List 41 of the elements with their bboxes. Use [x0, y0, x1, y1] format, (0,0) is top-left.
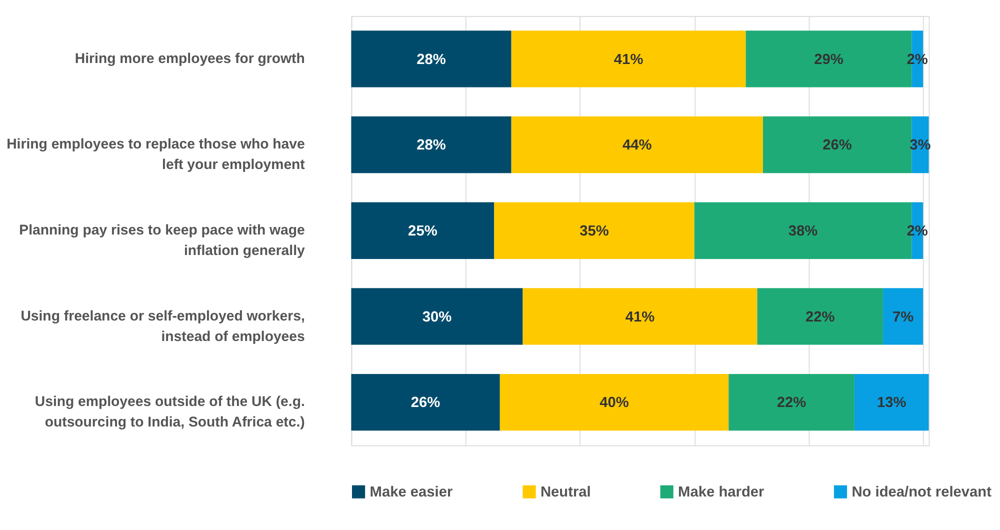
data-label: 41%: [625, 309, 655, 326]
legend-label: Make easier: [370, 484, 453, 501]
data-label: 44%: [622, 138, 652, 154]
bar: [854, 374, 929, 431]
bar: [494, 202, 694, 259]
data-label: 13%: [876, 395, 906, 412]
bar: [511, 116, 763, 174]
data-label: 26%: [822, 138, 852, 154]
bar: [762, 116, 912, 174]
bar: [757, 288, 884, 345]
data-label: 35%: [580, 224, 609, 240]
y-tick-label: Hiring more employees for growth: [74, 50, 305, 66]
y-tick-label: Planning pay rises to keep pace with wage inflation generally: [19, 222, 306, 258]
bar: [351, 202, 494, 259]
data-label: 7%: [892, 309, 914, 326]
bar: [351, 30, 512, 88]
bar: [522, 288, 758, 345]
y-tick-label: Using employees outside of the UK (e.g. outsourcing to India, South Africa etc.): [34, 393, 305, 430]
bar: [728, 374, 854, 431]
data-label: 38%: [788, 224, 818, 240]
data-label: 25%: [408, 224, 438, 240]
legend-label: No idea/not relevant: [852, 484, 992, 501]
data-label: 28%: [416, 138, 446, 154]
legend-label: Make harder: [678, 484, 765, 501]
y-tick-label: Using freelance or self-employed workers, instead of employees: [20, 307, 306, 344]
data-label: 22%: [805, 309, 835, 326]
bar: [500, 374, 729, 431]
legend-label: Neutral: [540, 484, 591, 501]
y-tick-label: Hiring employees to replace those who have left your employment: [6, 136, 306, 172]
data-label: 30%: [422, 309, 452, 326]
data-label: 22%: [776, 395, 806, 412]
data-label: 41%: [614, 52, 644, 68]
bar: [351, 374, 500, 431]
data-label: 40%: [600, 395, 629, 412]
data-label: 26%: [410, 395, 440, 412]
data-label: 29%: [814, 52, 844, 68]
bar: [883, 288, 924, 345]
bar: [351, 288, 523, 345]
data-label: 28%: [416, 52, 446, 68]
bar: [511, 30, 746, 88]
bar: [351, 116, 512, 174]
